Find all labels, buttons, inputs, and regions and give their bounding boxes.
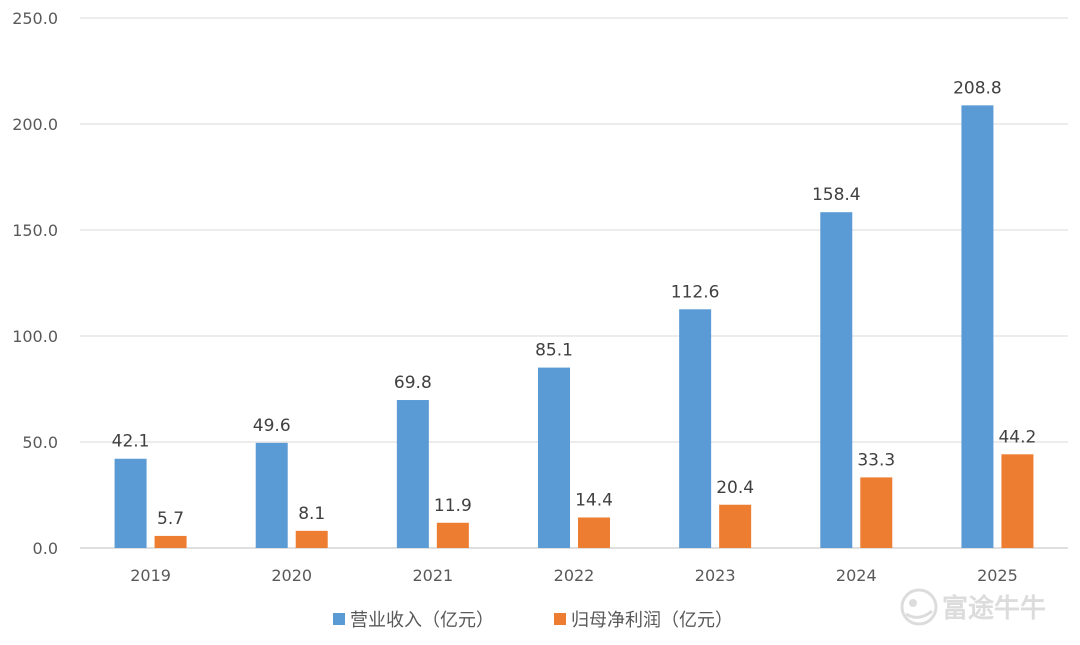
y-tick-label: 250.0 [12,9,58,28]
data-label-revenue-2025: 208.8 [953,78,1002,98]
data-label-net-profit-2023: 20.4 [716,478,754,498]
data-label-revenue-2021: 69.8 [394,373,432,393]
bar-net-profit-2023 [719,504,752,548]
data-label-net-profit-2024: 33.3 [857,450,895,470]
data-label-revenue-2019: 42.1 [112,432,150,452]
futu-bull-logo-icon [900,588,938,626]
x-tick-label: 2020 [271,566,312,585]
bar-revenue-2024 [820,212,853,548]
bar-net-profit-2019 [154,535,187,548]
bar-net-profit-2022 [578,517,610,548]
bars [114,105,1034,549]
x-axis-tick-labels: 2019 2020 2021 2022 2023 2024 2025 [130,566,1018,585]
gridlines [80,17,1068,549]
x-tick-label: 2024 [836,566,877,585]
bar-revenue-2019 [114,458,147,548]
x-tick-label: 2025 [977,566,1018,585]
bar-net-profit-2021 [436,522,469,548]
bar-revenue-2023 [679,309,712,548]
bar-net-profit-2020 [295,530,328,548]
legend-label-revenue: 营业收入（亿元） [350,610,494,631]
bar-revenue-2021 [396,400,429,548]
x-tick-label: 2019 [130,566,171,585]
data-label-revenue-2024: 158.4 [812,185,861,205]
y-axis-tick-labels: 0.0 50.0 100.0 150.0 200.0 250.0 [12,9,58,558]
legend-label-net-profit: 归母净利润（亿元） [571,610,733,631]
y-tick-label: 100.0 [12,327,58,346]
bar-net-profit-2025 [1001,454,1034,548]
y-tick-label: 200.0 [12,115,58,134]
data-label-net-profit-2021: 11.9 [434,496,472,516]
y-tick-label: 50.0 [22,433,58,452]
x-tick-label: 2021 [412,566,453,585]
legend-swatch-net-profit [554,613,566,625]
data-label-net-profit-2025: 44.2 [998,427,1036,447]
x-tick-label: 2023 [695,566,736,585]
legend: 营业收入（亿元） 归母净利润（亿元） [333,610,733,631]
data-label-net-profit-2020: 8.1 [298,504,325,524]
data-label-net-profit-2022: 14.4 [575,490,613,510]
watermark-text: 富途牛牛 [942,593,1046,624]
data-label-net-profit-2019: 5.7 [157,509,184,529]
x-tick-label: 2022 [554,566,595,585]
bar-revenue-2025 [961,105,994,549]
data-label-revenue-2020: 49.6 [253,416,291,436]
y-tick-label: 0.0 [33,539,58,558]
data-label-revenue-2022: 85.1 [535,341,573,361]
data-labels: 42.1 5.7 49.6 8.1 69.8 11.9 85.1 14.4 112.6 20.4 1… [112,78,1037,529]
bar-revenue-2020 [255,442,288,548]
watermark: 富途牛牛 [900,588,1046,626]
data-label-revenue-2023: 112.6 [671,282,720,302]
legend-swatch-revenue [333,613,345,625]
y-tick-label: 150.0 [12,221,58,240]
bar-net-profit-2024 [860,477,893,548]
bar-revenue-2022 [538,367,570,548]
